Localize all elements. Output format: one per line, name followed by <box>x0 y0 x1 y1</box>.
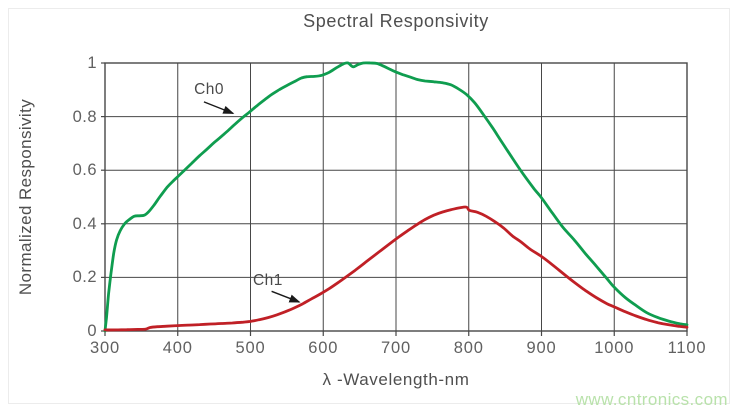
y-tick-label: 0.8 <box>72 107 97 126</box>
ch1-annotation-arrow <box>271 290 301 303</box>
chart-title: Spectral Responsivity <box>303 11 489 31</box>
data-curves <box>103 61 689 333</box>
y-tick-label: 0.6 <box>72 161 97 180</box>
x-tick-label: 700 <box>381 339 411 357</box>
x-tick-label: 400 <box>162 339 193 357</box>
x-tick-label: 800 <box>453 339 484 357</box>
ch0-curve <box>103 61 689 333</box>
y-tick-label: 1 <box>87 54 97 72</box>
watermark: www.cntronics.com <box>575 390 728 409</box>
y-tick-label: 0.2 <box>72 268 97 287</box>
gridlines <box>104 62 688 332</box>
x-tick-label: 900 <box>526 339 557 357</box>
x-tick-label: 300 <box>90 339 120 357</box>
ch1-curve-label: Ch1 <box>252 272 283 290</box>
x-axis-label: λ -Wavelength-nm <box>322 370 470 389</box>
ch0-curve-label: Ch0 <box>194 80 224 98</box>
y-tick-label: 0 <box>87 322 97 340</box>
y-tick-label: 0.4 <box>72 214 97 233</box>
annotation-arrows <box>203 101 301 303</box>
axis-ticks <box>101 62 688 336</box>
x-tick-label: 1100 <box>667 339 707 357</box>
ch1-curve <box>103 205 689 332</box>
plot-area-border <box>104 62 688 332</box>
x-tick-label: 500 <box>235 339 266 357</box>
x-tick-label: 1000 <box>594 339 635 357</box>
ch0-annotation-arrow <box>203 101 235 115</box>
x-tick-label: 600 <box>308 339 339 357</box>
